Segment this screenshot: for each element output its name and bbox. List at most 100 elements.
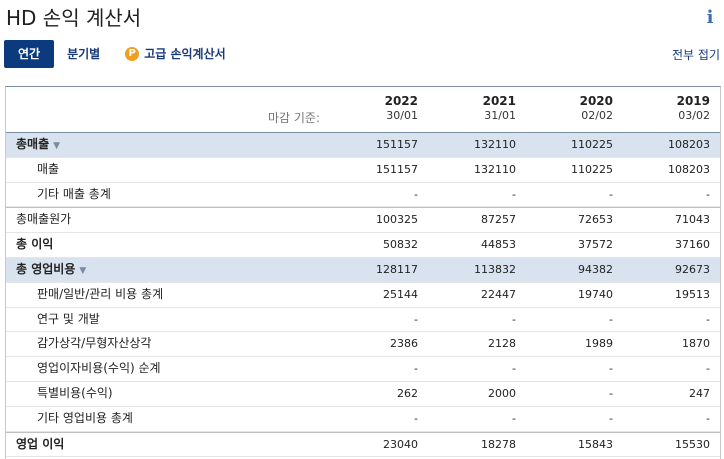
cell-value: 128117	[376, 262, 418, 276]
row-label: 총매출원가	[16, 212, 72, 227]
chevron-down-icon[interactable]: ▼	[79, 265, 87, 276]
column-year: 2021	[482, 94, 516, 108]
cell-value: -	[414, 187, 418, 201]
cell-value: 1870	[682, 337, 710, 351]
cell-value: 18278	[481, 437, 516, 451]
cell-value: 2128	[488, 337, 516, 351]
table-row: 매출 151157 132110 110225 108203	[6, 158, 720, 183]
info-icon[interactable]: i	[706, 7, 714, 28]
cell-value: 100325	[376, 213, 418, 227]
cell-value: 72653	[578, 213, 613, 227]
tab-annual[interactable]: 연간	[4, 40, 55, 68]
table-row: 연구 및 개발 - - - -	[6, 308, 720, 333]
cell-value: 22447	[481, 287, 516, 301]
period-end-label: 마감 기준:	[268, 111, 321, 125]
cell-value: -	[414, 411, 418, 425]
column-date: 31/01	[484, 109, 516, 122]
column-year: 2022	[384, 94, 418, 108]
cell-value: 71043	[675, 213, 710, 227]
cell-value: -	[706, 362, 710, 376]
cell-value: 23040	[383, 437, 418, 451]
cell-value: 108203	[668, 162, 710, 176]
table-row-total-operating-expense[interactable]: 총 영업비용 ▼ 128117 113832 94382 92673	[6, 257, 720, 283]
column-header-2022: 2022 30/01	[348, 94, 418, 122]
row-label: 총 이익	[16, 237, 54, 252]
cell-value: -	[414, 362, 418, 376]
column-year: 2019	[676, 94, 710, 108]
row-label: 영업 이익	[16, 436, 65, 451]
table-row: 기타 영업비용 총계 - - - -	[6, 407, 720, 432]
premium-p-icon: P	[125, 47, 140, 61]
column-header-2020: 2020 02/02	[543, 94, 613, 122]
cell-value: -	[609, 386, 613, 400]
cell-value: -	[706, 312, 710, 326]
row-label: 연구 및 개발	[37, 311, 100, 326]
cell-value: -	[512, 312, 516, 326]
cell-value: 94382	[578, 262, 613, 276]
row-label: 기타 매출 총계	[37, 186, 111, 201]
cell-value: 37160	[675, 238, 710, 252]
cell-value: 108203	[668, 138, 710, 151]
column-date: 30/01	[386, 109, 418, 122]
table-row-total-revenue[interactable]: 총매출 ▼ 151157 132110 110225 108203	[6, 133, 720, 158]
row-label: 감가상각/무형자산상각	[37, 336, 152, 351]
chevron-down-icon[interactable]: ▼	[53, 141, 61, 151]
cell-value: 132110	[474, 162, 516, 176]
column-header-2019: 2019 03/02	[640, 94, 710, 122]
cell-value: 2000	[488, 386, 516, 400]
cell-value: -	[706, 187, 710, 201]
cell-value: 50832	[383, 238, 418, 252]
table-row: 총매출원가 100325 87257 72653 71043	[6, 207, 720, 234]
row-label: 총매출 ▼	[16, 137, 61, 151]
cell-value: 19740	[578, 287, 613, 301]
cell-value: 87257	[481, 213, 516, 227]
cell-value: 247	[689, 386, 710, 400]
cell-value: -	[609, 312, 613, 326]
cell-value: -	[414, 312, 418, 326]
table-row: 영업이자비용(수익) 순계 - - - -	[6, 357, 720, 382]
cell-value: 151157	[376, 162, 418, 176]
cell-value: -	[512, 187, 516, 201]
table-header: 마감 기준: 2022 30/01 2021 31/01 2020 02/02 …	[6, 87, 720, 133]
cell-value: -	[609, 411, 613, 425]
row-label: 영업이자비용(수익) 순계	[37, 361, 161, 376]
cell-value: 44853	[481, 238, 516, 252]
cell-value: 132110	[474, 138, 516, 151]
cell-value: 19513	[675, 287, 710, 301]
column-header-2021: 2021 31/01	[446, 94, 516, 122]
row-label: 기타 영업비용 총계	[37, 410, 133, 425]
tab-advanced-label: 고급 손익계산서	[144, 47, 226, 61]
cell-value: 37572	[578, 238, 613, 252]
table-row: 특별비용(수익) 262 2000 - 247	[6, 382, 720, 407]
cell-value: 113832	[474, 262, 516, 276]
row-label: 매출	[37, 161, 60, 176]
cell-value: -	[512, 362, 516, 376]
column-date: 02/02	[581, 109, 613, 122]
cell-value: 2386	[390, 337, 418, 351]
cell-value: 151157	[376, 138, 418, 151]
cell-value: -	[706, 411, 710, 425]
cell-value: 110225	[571, 138, 613, 151]
cell-value: 15530	[675, 437, 710, 451]
table-row-operating-income: 영업 이익 23040 18278 15843 15530	[6, 431, 720, 458]
cell-value: 15843	[578, 437, 613, 451]
cell-value: -	[609, 362, 613, 376]
table-row: 판매/일반/관리 비용 총계 25144 22447 19740 19513	[6, 283, 720, 308]
tab-advanced-income-statement[interactable]: P 고급 손익계산서	[113, 40, 238, 68]
collapse-all-link[interactable]: 전부 접기	[672, 48, 720, 62]
cell-value: 262	[397, 386, 418, 400]
cell-value: -	[512, 411, 516, 425]
table-row: 감가상각/무형자산상각 2386 2128 1989 1870	[6, 332, 720, 358]
table-row: 기타 매출 총계 - - - -	[6, 183, 720, 208]
cell-value: 25144	[383, 287, 418, 301]
tab-quarterly[interactable]: 분기별	[67, 47, 101, 61]
period-tabs: 연간 분기별 P 고급 손익계산서	[4, 40, 239, 68]
cell-value: -	[609, 187, 613, 201]
row-label: 총 영업비용 ▼	[16, 261, 87, 276]
income-statement-table: 마감 기준: 2022 30/01 2021 31/01 2020 02/02 …	[5, 86, 721, 459]
cell-value: 110225	[571, 162, 613, 176]
row-label: 판매/일반/관리 비용 총계	[37, 286, 164, 301]
table-row-gross-profit: 총 이익 50832 44853 37572 37160	[6, 233, 720, 258]
column-date: 03/02	[678, 109, 710, 122]
cell-value: 1989	[585, 337, 613, 351]
